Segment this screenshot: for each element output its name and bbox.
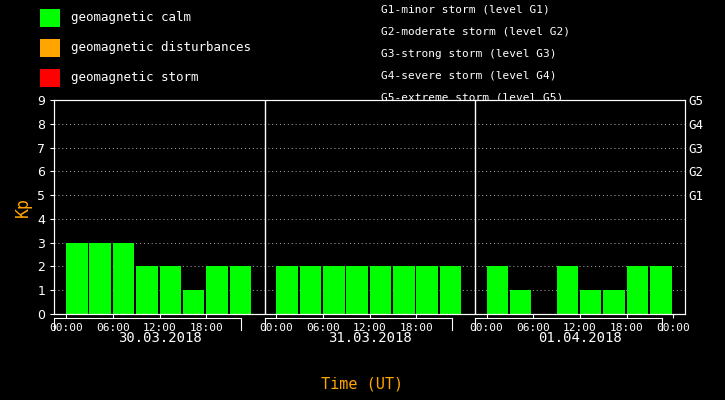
Bar <box>347 266 368 314</box>
Bar <box>160 266 181 314</box>
Text: G4-severe storm (level G4): G4-severe storm (level G4) <box>381 71 556 81</box>
Bar <box>40 9 60 27</box>
Bar <box>486 266 508 314</box>
Bar <box>113 243 134 314</box>
Text: G3-strong storm (level G3): G3-strong storm (level G3) <box>381 49 556 59</box>
Bar <box>393 266 415 314</box>
Bar <box>276 266 298 314</box>
Bar <box>603 290 625 314</box>
Bar <box>206 266 228 314</box>
Bar <box>370 266 392 314</box>
Text: Time (UT): Time (UT) <box>321 376 404 391</box>
Text: 30.03.2018: 30.03.2018 <box>117 330 202 344</box>
Bar <box>136 266 157 314</box>
Text: geomagnetic storm: geomagnetic storm <box>71 72 199 84</box>
Bar <box>89 243 111 314</box>
Bar <box>510 290 531 314</box>
Bar <box>440 266 461 314</box>
Bar <box>183 290 204 314</box>
Bar <box>580 290 602 314</box>
Bar <box>650 266 671 314</box>
Bar <box>66 243 88 314</box>
Bar <box>416 266 438 314</box>
Bar <box>40 69 60 87</box>
Bar <box>557 266 578 314</box>
Bar <box>323 266 344 314</box>
Bar <box>40 39 60 57</box>
Bar <box>626 266 648 314</box>
Text: G5-extreme storm (level G5): G5-extreme storm (level G5) <box>381 93 563 103</box>
Text: geomagnetic disturbances: geomagnetic disturbances <box>71 42 251 54</box>
Bar <box>299 266 321 314</box>
Text: 01.04.2018: 01.04.2018 <box>538 330 622 344</box>
Text: G2-moderate storm (level G2): G2-moderate storm (level G2) <box>381 27 570 37</box>
Y-axis label: Kp: Kp <box>14 197 32 217</box>
Bar <box>230 266 251 314</box>
Text: 31.03.2018: 31.03.2018 <box>328 330 412 344</box>
Text: G1-minor storm (level G1): G1-minor storm (level G1) <box>381 5 550 15</box>
Text: geomagnetic calm: geomagnetic calm <box>71 12 191 24</box>
